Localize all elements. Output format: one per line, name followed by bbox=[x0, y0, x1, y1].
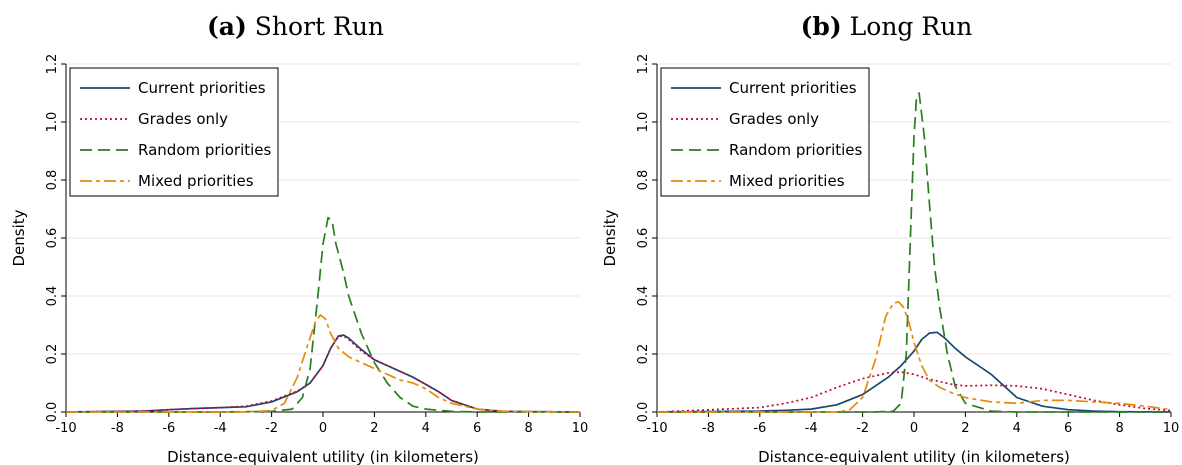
x-tick-label: -2 bbox=[856, 421, 869, 436]
x-tick-label: -10 bbox=[55, 421, 76, 436]
y-tick-label: 0.0 bbox=[636, 402, 651, 423]
panel-name: Short Run bbox=[254, 12, 385, 41]
y-tick-label: 0.4 bbox=[636, 286, 651, 307]
panel-label: (b) bbox=[800, 12, 842, 41]
y-tick-label: 0.6 bbox=[45, 228, 60, 249]
x-axis-title: Distance-equivalent utility (in kilomete… bbox=[167, 448, 479, 465]
x-axis-title: Distance-equivalent utility (in kilomete… bbox=[758, 448, 1070, 465]
legend-label: Mixed priorities bbox=[729, 172, 845, 190]
x-tick-label: -6 bbox=[753, 421, 766, 436]
x-tick-label: 0 bbox=[910, 421, 918, 436]
x-tick-label: -8 bbox=[702, 421, 715, 436]
x-tick-label: 2 bbox=[961, 421, 969, 436]
x-tick-label: -10 bbox=[646, 421, 667, 436]
x-tick-label: 8 bbox=[1115, 421, 1123, 436]
x-tick-label: -8 bbox=[111, 421, 124, 436]
panel-short-run: (a) Short Run 0.0 0.2 0.4 0.6 0.8 1.0 1.2 -10 -8… bbox=[0, 12, 591, 465]
y-tick-label: 0.8 bbox=[636, 170, 651, 191]
panel-title: (a) Short Run bbox=[0, 12, 591, 41]
x-tick-label: 8 bbox=[524, 421, 532, 436]
series-line-current-priorities bbox=[65, 334, 581, 413]
y-axis-title: Density bbox=[601, 209, 619, 266]
legend-box bbox=[660, 67, 870, 197]
x-tick-label: -2 bbox=[265, 421, 278, 436]
x-tick-label: 6 bbox=[473, 421, 481, 436]
legend-label: Current priorities bbox=[729, 79, 857, 97]
y-tick-label: 1.2 bbox=[636, 54, 651, 75]
series-line-grades-only bbox=[656, 371, 1172, 413]
y-axis-title: Density bbox=[10, 209, 28, 266]
x-tick-label: 2 bbox=[370, 421, 378, 436]
legend-label: Mixed priorities bbox=[138, 172, 254, 190]
legend-label: Grades only bbox=[138, 110, 228, 128]
legend-label: Current priorities bbox=[138, 79, 266, 97]
y-tick-label: 1.0 bbox=[45, 112, 60, 133]
x-tick-label: 10 bbox=[1163, 421, 1180, 436]
series-line-mixed-priorities bbox=[66, 314, 581, 413]
x-tick-label: 6 bbox=[1064, 421, 1072, 436]
panel-long-run: (b) Long Run 0.0 0.2 0.4 0.6 0.8 1.0 1.2 -10 -8 -… bbox=[591, 0, 1182, 465]
y-tick-label: 0.2 bbox=[636, 344, 651, 365]
y-tick-label: 0.0 bbox=[45, 402, 60, 423]
legend: Current priorities Grades only Random prio… bbox=[660, 67, 870, 197]
x-tick-label: 10 bbox=[572, 421, 589, 436]
legend-box bbox=[69, 67, 279, 197]
y-tick-label: 0.2 bbox=[45, 344, 60, 365]
legend-label: Random priorities bbox=[138, 141, 272, 159]
x-tick-label: 4 bbox=[422, 421, 430, 436]
y-tick-label: 0.6 bbox=[636, 228, 651, 249]
panel-label: (a) bbox=[206, 12, 247, 41]
panel-name: Long Run bbox=[849, 12, 973, 41]
legend-label: Random priorities bbox=[729, 141, 863, 159]
series-line-current-priorities bbox=[656, 331, 1172, 413]
series-line-mixed-priorities bbox=[657, 300, 1172, 413]
y-tick-label: 1.0 bbox=[636, 112, 651, 133]
density-chart-long-run: 0.0 0.2 0.4 0.6 0.8 1.0 1.2 -10 -8 -6 -4 -2 0 2 4 6 8 10 D… bbox=[601, 54, 1180, 465]
y-tick-label: 0.4 bbox=[45, 286, 60, 307]
x-tick-label: -4 bbox=[214, 421, 227, 436]
legend-label: Grades only bbox=[729, 110, 819, 128]
series-line-grades-only bbox=[65, 335, 581, 413]
legend: Current priorities Grades only Random prio… bbox=[69, 67, 279, 197]
x-tick-label: 0 bbox=[319, 421, 327, 436]
series-line-random-priorities bbox=[66, 216, 580, 413]
density-chart-short-run: 0.0 0.2 0.4 0.6 0.8 1.0 1.2 -10 -8 -6 -4 -2 0 2 4 6 8 10 D… bbox=[10, 54, 589, 465]
x-tick-label: -6 bbox=[162, 421, 175, 436]
x-tick-label: -4 bbox=[805, 421, 818, 436]
series-line-random-priorities bbox=[657, 92, 1171, 413]
x-tick-label: 4 bbox=[1013, 421, 1021, 436]
y-tick-label: 1.2 bbox=[45, 54, 60, 75]
y-tick-label: 0.8 bbox=[45, 170, 60, 191]
panel-title: (b) Long Run bbox=[591, 12, 1182, 41]
